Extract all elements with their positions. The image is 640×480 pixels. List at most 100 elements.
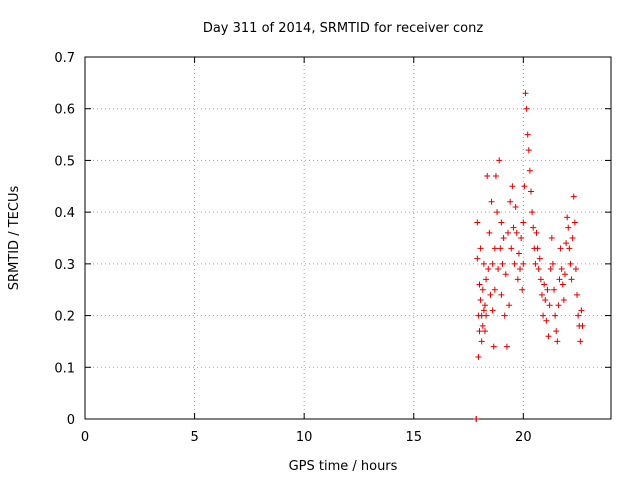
data-point [473,416,480,422]
axis-ticks [84,56,611,420]
data-point [548,235,555,241]
data-point [570,193,577,200]
data-point [483,276,490,283]
data-point [480,260,487,267]
data-point [553,328,560,335]
data-point [485,266,492,273]
data-point [518,235,525,241]
data-point [479,286,486,293]
data-point [577,338,584,345]
x-tick-label: 5 [190,430,198,445]
y-tick-label: 0.4 [54,206,75,221]
data-point [490,343,497,350]
data-point [569,235,576,241]
y-tick-label: 0.1 [54,361,75,376]
data-point [543,317,550,324]
data-point [528,188,535,195]
data-point [565,224,572,231]
data-point [561,271,568,278]
data-point [575,312,582,319]
data-point [549,260,556,267]
data-point [501,312,508,319]
y-tick-label: 0.7 [54,51,75,66]
data-point [554,338,561,345]
data-point [489,307,496,314]
data-point [478,338,485,345]
data-point [534,245,541,252]
data-point [515,250,522,257]
data-point [540,312,547,319]
data-point [530,224,537,231]
data-point [574,291,581,298]
data-point [491,245,498,252]
data-point [498,219,505,226]
data-point [479,322,486,329]
data-point [494,209,501,216]
data-point [552,312,559,319]
data-point [504,229,511,236]
data-point [509,183,516,190]
data-point [496,157,503,164]
data-point [477,297,484,304]
data-point [510,224,517,231]
tick-labels: 0 5 10 15 20 0 0.1 0.2 0.3 0.4 0.5 0.6 0.7 [54,51,531,445]
data-point [563,240,570,247]
data-point [556,276,563,283]
data-point [491,286,498,293]
data-point [517,266,524,273]
data-point [545,333,552,340]
data-point [571,219,578,226]
data-point [560,297,567,304]
data-point [483,312,490,319]
plot-frame [84,56,612,420]
data-point [524,131,531,138]
x-tick-label: 15 [405,430,422,445]
data-point [503,343,510,350]
data-point [476,328,483,335]
data-point [498,291,505,298]
data-point [519,286,526,293]
data-point [511,260,518,267]
data-point [489,260,496,267]
data-point [474,219,481,226]
data-point [535,266,542,273]
data-point [502,271,509,278]
data-point [480,307,487,314]
data-point [542,297,549,304]
data-point [486,229,493,236]
data-point [495,266,502,273]
data-point [529,209,536,216]
data-point [487,291,494,298]
x-tick-label: 10 [296,430,313,445]
data-point [525,147,532,154]
grid-lines [85,57,611,419]
data-point [474,255,481,262]
data-point [513,229,520,236]
data-point [484,172,491,179]
y-tick-label: 0.5 [54,154,75,169]
data-point [566,245,573,252]
data-point [520,260,527,267]
data-point [564,214,571,221]
data-point [572,266,579,273]
data-point [568,276,575,283]
data-point [526,167,533,174]
data-point [512,203,519,210]
y-tick-label: 0.2 [54,310,75,325]
data-point [521,183,528,190]
data-point [476,281,483,288]
data-point [567,260,574,267]
data-point [477,245,484,252]
data-point [551,286,558,293]
data-point [557,245,564,252]
data-point [537,276,544,283]
data-point [508,245,515,252]
data-point [538,291,545,298]
data-point [481,328,488,335]
data-point [520,219,527,226]
data-point [544,286,551,293]
data-point [500,235,507,241]
data-point [488,198,495,205]
data-point [558,266,565,273]
